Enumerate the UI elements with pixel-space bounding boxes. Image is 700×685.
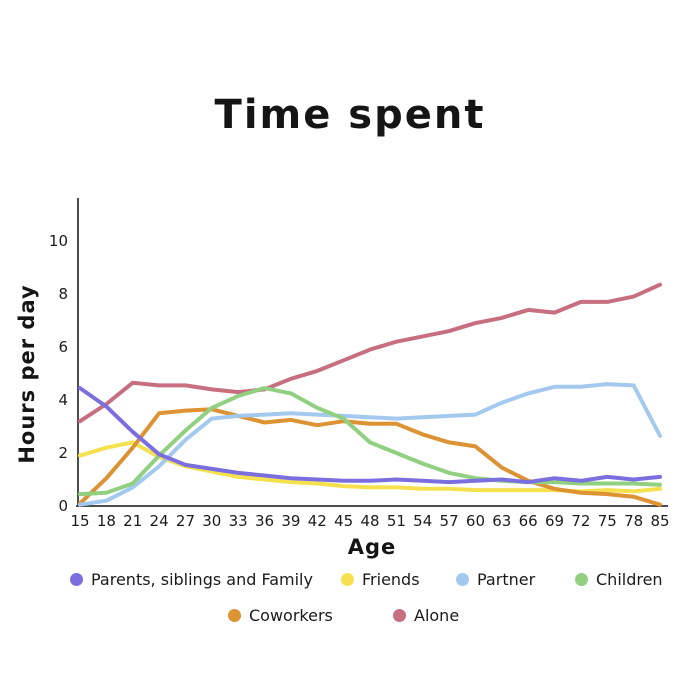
legend-item-children: Children xyxy=(575,570,663,589)
legend-label-alone: Alone xyxy=(414,606,460,625)
x-tick-label-15: 15 xyxy=(70,512,89,530)
x-tick-label-63: 63 xyxy=(492,512,511,530)
x-tick-label-69: 69 xyxy=(545,512,564,530)
x-tick-label-54: 54 xyxy=(413,512,432,530)
line-alone xyxy=(78,282,662,424)
y-axis-ticks: 0 2 4 6 8 10 xyxy=(49,232,68,515)
x-tick-label-51: 51 xyxy=(387,512,406,530)
x-tick-label-21: 21 xyxy=(123,512,142,530)
legend-dot-friends xyxy=(341,573,354,586)
line-parents-siblings-and-family xyxy=(78,386,662,485)
legend-item-coworkers: Coworkers xyxy=(228,606,333,625)
x-tick-label-42: 42 xyxy=(308,512,327,530)
x-axis-title: Age xyxy=(348,535,397,559)
legend-item-friends: Friends xyxy=(341,570,420,589)
legend-dot-children xyxy=(575,573,588,586)
x-tick-label-78: 78 xyxy=(624,512,643,530)
legend-label-coworkers: Coworkers xyxy=(249,606,333,625)
series-lines xyxy=(78,282,662,507)
x-tick-label-30: 30 xyxy=(202,512,221,530)
x-tick-label-72: 72 xyxy=(571,512,590,530)
legend-item-partner: Partner xyxy=(456,570,535,589)
x-tick-label-36: 36 xyxy=(255,512,274,530)
legend-dot-partner xyxy=(456,573,469,586)
line-children xyxy=(78,386,662,497)
y-tick-label-6: 6 xyxy=(58,338,68,356)
legend-label-friends: Friends xyxy=(362,570,420,589)
x-tick-label-18: 18 xyxy=(97,512,116,530)
x-tick-label-57: 57 xyxy=(440,512,459,530)
y-tick-label-8: 8 xyxy=(58,285,68,303)
x-tick-label-24: 24 xyxy=(150,512,169,530)
x-tick-label-66: 66 xyxy=(519,512,538,530)
legend-label-partner: Partner xyxy=(477,570,536,589)
y-tick-label-0: 0 xyxy=(58,497,68,515)
legend-dot-parents-siblings-and-family xyxy=(70,573,83,586)
x-tick-label-33: 33 xyxy=(229,512,248,530)
x-tick-label-48: 48 xyxy=(360,512,379,530)
legend-label-parents-siblings-and-family: Parents, siblings and Family xyxy=(91,570,313,589)
x-axis-ticks: 15 18 21 24 27 30 33 36 39 42 45 48 51 54 57 60 63 66 69 72… xyxy=(70,512,669,530)
x-tick-label-60: 60 xyxy=(466,512,485,530)
legend-item-alone: Alone xyxy=(393,606,459,625)
y-tick-label-2: 2 xyxy=(58,444,68,462)
x-tick-label-75: 75 xyxy=(598,512,617,530)
legend-item-parents-siblings-and-family: Parents, siblings and Family xyxy=(70,570,313,589)
y-tick-label-4: 4 xyxy=(58,391,68,409)
legend-dot-coworkers xyxy=(228,609,241,622)
x-tick-label-39: 39 xyxy=(281,512,300,530)
line-coworkers xyxy=(78,407,662,507)
line-partner xyxy=(78,382,662,507)
x-tick-label-27: 27 xyxy=(176,512,195,530)
y-axis-title: Hours per day xyxy=(15,284,39,463)
x-tick-label-85: 85 xyxy=(650,512,669,530)
legend-label-children: Children xyxy=(596,570,663,589)
legend-dot-alone xyxy=(393,609,406,622)
x-tick-label-45: 45 xyxy=(334,512,353,530)
y-tick-label-10: 10 xyxy=(49,232,68,250)
line-chart: 15 18 21 24 27 30 33 36 39 42 45 48 51 54 57 60 63 66 69 72… xyxy=(15,198,670,559)
chart-title: Time spent xyxy=(214,92,486,138)
